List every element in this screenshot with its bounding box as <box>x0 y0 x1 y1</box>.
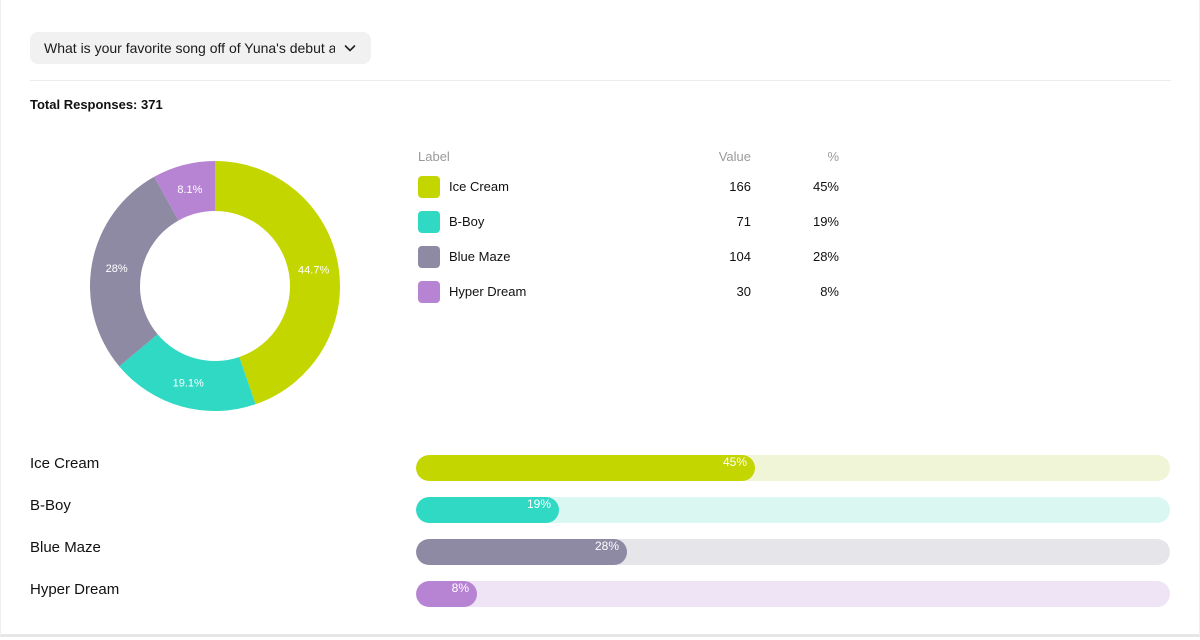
legend-value: 104 <box>729 249 751 264</box>
legend-row: Blue Maze 104 28% <box>418 242 848 277</box>
donut-slice-b-boy <box>119 334 256 412</box>
question-dropdown-label: What is your favorite song off of Yuna's… <box>44 40 335 56</box>
legend-table: Label Value % Ice Cream 166 45% B-Boy 71… <box>418 140 848 312</box>
legend-label: B-Boy <box>449 214 485 229</box>
legend-label: Ice Cream <box>449 179 509 194</box>
bar-row: B-Boy 19% <box>1 492 1200 523</box>
bar-track <box>416 539 1170 565</box>
bar-row: Blue Maze 28% <box>1 534 1200 565</box>
bar-track <box>416 455 1170 481</box>
bar-fill <box>416 497 559 523</box>
donut-slice-ice-cream <box>215 161 341 405</box>
donut-chart: 44.7% 19.1% 28% 8.1% <box>89 160 341 412</box>
header-label: Label <box>418 149 450 164</box>
bar-percent: 8% <box>451 581 469 595</box>
bar-percent: 28% <box>594 539 619 553</box>
donut-slice-label: 44.7% <box>298 265 329 277</box>
legend-row: Ice Cream 166 45% <box>418 172 848 207</box>
chevron-down-icon <box>343 41 357 55</box>
bar-track <box>416 497 1170 523</box>
bar-label: Blue Maze <box>30 539 101 556</box>
legend-label: Blue Maze <box>449 249 511 264</box>
header-divider <box>30 80 1171 81</box>
donut-slice-label: 19.1% <box>173 377 204 389</box>
legend-swatch <box>418 246 440 268</box>
legend-row: Hyper Dream 30 8% <box>418 277 848 312</box>
legend-swatch <box>418 281 440 303</box>
bar-percent: 45% <box>722 455 747 469</box>
legend-table-header: Label Value % <box>418 140 848 172</box>
donut-slice-hyper-dream <box>154 161 215 221</box>
bar-row: Hyper Dream 8% <box>1 576 1200 607</box>
legend-value: 71 <box>736 214 751 229</box>
legend-row: B-Boy 71 19% <box>418 207 848 242</box>
legend-label: Hyper Dream <box>449 284 527 299</box>
question-dropdown[interactable]: What is your favorite song off of Yuna's… <box>30 32 371 64</box>
bar-fill <box>416 455 755 481</box>
header-percent: % <box>827 149 839 164</box>
legend-percent: 45% <box>812 179 839 194</box>
bar-fill <box>416 539 627 565</box>
donut-slice-label: 8.1% <box>177 184 202 196</box>
header-value: Value <box>718 149 751 164</box>
bar-fill <box>416 581 477 607</box>
legend-swatch <box>418 176 440 198</box>
bar-label: Hyper Dream <box>30 581 120 598</box>
legend-value: 166 <box>729 179 751 194</box>
bar-percent: 19% <box>526 497 551 511</box>
legend-percent: 8% <box>820 284 839 299</box>
bar-track <box>416 581 1170 607</box>
legend-percent: 28% <box>812 249 839 264</box>
legend-swatch <box>418 211 440 233</box>
legend-percent: 19% <box>812 214 839 229</box>
bar-label: Ice Cream <box>30 455 100 472</box>
donut-slice-label: 28% <box>106 263 128 275</box>
legend-value: 30 <box>736 284 751 299</box>
donut-slice-blue-maze <box>89 176 179 367</box>
bar-row: Ice Cream 45% <box>1 450 1200 481</box>
bar-label: B-Boy <box>30 497 71 514</box>
total-responses: Total Responses: 371 <box>30 97 163 112</box>
